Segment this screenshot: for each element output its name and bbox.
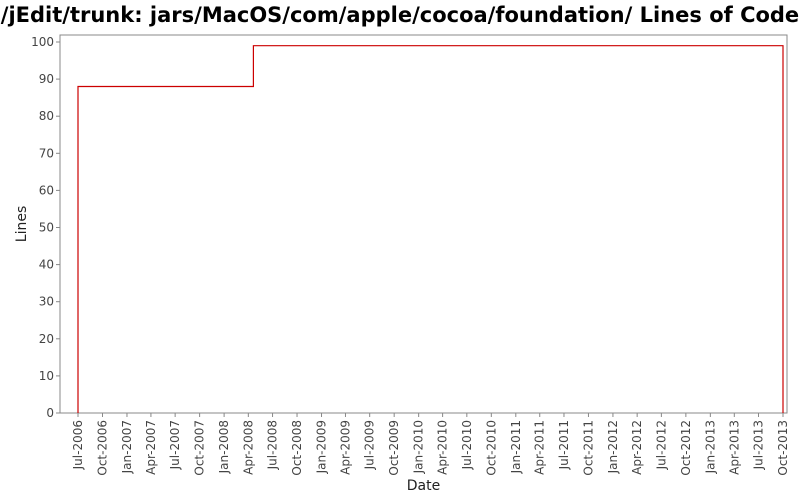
y-tick-label: 30 <box>39 295 54 309</box>
x-tick-label: Jul-2011 <box>557 420 571 470</box>
y-tick-label: 0 <box>46 406 54 420</box>
x-tick-label: Apr-2012 <box>630 420 644 475</box>
x-tick-label: Jan-2010 <box>412 420 426 474</box>
y-tick-label: 40 <box>39 258 54 272</box>
y-tick-label: 70 <box>39 146 54 160</box>
x-tick-label: Jul-2009 <box>363 420 377 470</box>
y-tick-label: 60 <box>39 183 54 197</box>
y-tick-label: 80 <box>39 109 54 123</box>
x-tick-label: Apr-2007 <box>144 420 158 475</box>
y-tick-label: 10 <box>39 369 54 383</box>
x-tick-label: Jul-2008 <box>266 420 280 470</box>
y-tick-label: 100 <box>31 35 54 49</box>
x-tick-label: Jan-2012 <box>606 420 620 474</box>
y-tick-label: 50 <box>39 221 54 235</box>
x-axis-label: Date <box>407 478 440 494</box>
x-tick-label: Apr-2008 <box>241 420 255 475</box>
x-tick-label: Apr-2011 <box>533 420 547 475</box>
x-tick-label: Oct-2007 <box>193 420 207 476</box>
x-tick-label: Jul-2006 <box>71 420 85 470</box>
x-tick-label: Jan-2008 <box>217 420 231 474</box>
x-tick-label: Jan-2009 <box>315 420 329 474</box>
x-tick-label: Jan-2007 <box>120 420 134 474</box>
x-tick-label: Oct-2012 <box>679 420 693 476</box>
series-line <box>77 45 784 413</box>
y-tick-label: 90 <box>39 72 54 86</box>
x-tick-label: Jul-2012 <box>654 420 668 470</box>
x-tick-label: Oct-2011 <box>581 420 595 476</box>
x-tick-label: Oct-2009 <box>387 420 401 476</box>
x-tick-label: Apr-2009 <box>338 420 352 475</box>
x-tick-label: Oct-2008 <box>290 420 304 476</box>
x-tick-label: Jul-2007 <box>168 420 182 470</box>
chart-title: /jEdit/trunk: jars/MacOS/com/apple/cocoa… <box>0 3 800 27</box>
x-tick-label: Oct-2010 <box>484 420 498 476</box>
plot-area <box>59 34 788 414</box>
x-tick-label: Jul-2013 <box>752 420 766 470</box>
y-axis-label: Lines <box>14 206 30 242</box>
x-tick-label: Jan-2013 <box>703 420 717 474</box>
x-tick-label: Apr-2010 <box>436 420 450 475</box>
x-tick-label: Oct-2006 <box>95 420 109 476</box>
x-tick-label: Jan-2011 <box>509 420 523 474</box>
y-tick-label: 20 <box>39 332 54 346</box>
x-tick-label: Apr-2013 <box>727 420 741 475</box>
x-tick-label: Jul-2010 <box>460 420 474 470</box>
x-tick-label: Oct-2013 <box>776 420 790 476</box>
